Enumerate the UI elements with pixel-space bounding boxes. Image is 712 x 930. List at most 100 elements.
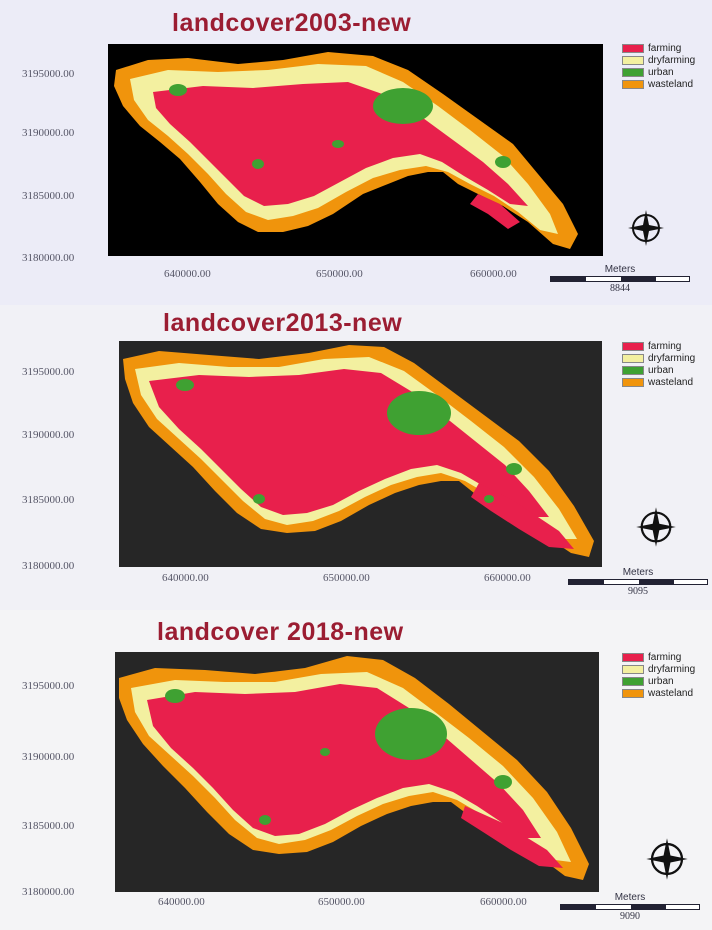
x-tick-label: 640000.00 xyxy=(164,268,211,280)
urban-patch xyxy=(506,463,522,475)
x-tick-label: 640000.00 xyxy=(162,572,209,584)
scale-value: 8844 xyxy=(610,283,630,294)
farming-patch xyxy=(470,194,520,229)
landcover-map xyxy=(108,44,603,256)
legend-item: farming xyxy=(622,652,695,663)
legend-label: farming xyxy=(648,341,682,352)
legend-label: dryfarming xyxy=(648,664,696,675)
legend-label: wasteland xyxy=(648,377,694,388)
scale-unit: Meters xyxy=(604,264,636,275)
urban-region xyxy=(387,391,451,435)
x-tick-label: 660000.00 xyxy=(470,268,517,280)
map-panel-2003: landcover2003-new 3195000.00 3190000.00 … xyxy=(0,0,712,305)
y-tick-label: 3185000.00 xyxy=(22,190,75,202)
x-tick-label: 650000.00 xyxy=(318,896,365,908)
scale-value: 9090 xyxy=(620,911,640,922)
legend-swatch-urban xyxy=(622,68,644,77)
map-title: landcover 2018-new xyxy=(157,618,404,646)
legend-item: farming xyxy=(622,341,695,352)
urban-region xyxy=(373,88,433,124)
urban-patch xyxy=(495,156,511,168)
scale-unit: Meters xyxy=(614,892,646,903)
y-tick-label: 3180000.00 xyxy=(22,886,75,898)
legend-item: urban xyxy=(622,67,695,78)
map-title: landcover2003-new xyxy=(172,9,412,37)
farming-patch xyxy=(471,483,574,549)
legend-label: dryfarming xyxy=(648,353,696,364)
y-tick-label: 3195000.00 xyxy=(22,366,75,378)
legend-swatch-urban xyxy=(622,366,644,375)
map-canvas xyxy=(119,341,602,567)
legend-swatch-dryfarming xyxy=(622,665,644,674)
legend-label: farming xyxy=(648,652,682,663)
legend-label: wasteland xyxy=(648,688,694,699)
scale-bar-graphic xyxy=(568,579,708,585)
legend-label: dryfarming xyxy=(648,55,696,66)
scale-bar: Meters 9095 xyxy=(568,567,708,597)
legend-swatch-wasteland xyxy=(622,689,644,698)
legend-label: urban xyxy=(648,67,674,78)
legend-item: urban xyxy=(622,365,695,376)
legend-swatch-farming xyxy=(622,653,644,662)
y-tick-label: 3195000.00 xyxy=(22,68,75,80)
legend-swatch-dryfarming xyxy=(622,354,644,363)
legend-label: wasteland xyxy=(648,79,694,90)
map-panel-2018: landcover 2018-new 3195000.00 3190000.00… xyxy=(0,610,712,930)
x-tick-label: 650000.00 xyxy=(323,572,370,584)
x-tick-label: 650000.00 xyxy=(316,268,363,280)
urban-patch xyxy=(332,140,344,148)
legend-swatch-wasteland xyxy=(622,80,644,89)
legend-item: wasteland xyxy=(622,377,695,388)
y-tick-label: 3190000.00 xyxy=(22,127,75,139)
landcover-map xyxy=(115,652,599,892)
legend-item: dryfarming xyxy=(622,55,695,66)
map-title: landcover2013-new xyxy=(163,309,403,337)
legend: farming dryfarming urban wasteland xyxy=(622,652,695,700)
legend-swatch-farming xyxy=(622,44,644,53)
urban-patch xyxy=(165,689,185,703)
urban-patch xyxy=(484,495,494,503)
map-panel-2013: landcover2013-new 3195000.00 3190000.00 … xyxy=(0,305,712,610)
scale-bar-graphic xyxy=(550,276,690,282)
legend-item: dryfarming xyxy=(622,353,695,364)
scale-bar: Meters 8844 xyxy=(550,264,690,294)
scale-unit: Meters xyxy=(622,567,654,578)
y-tick-label: 3180000.00 xyxy=(22,560,75,572)
y-tick-label: 3180000.00 xyxy=(22,252,75,264)
north-arrow-icon xyxy=(634,505,678,554)
legend-item: dryfarming xyxy=(622,664,695,675)
y-tick-label: 3190000.00 xyxy=(22,429,75,441)
legend-swatch-farming xyxy=(622,342,644,351)
x-tick-label: 660000.00 xyxy=(480,896,527,908)
legend-item: wasteland xyxy=(622,79,695,90)
farming-patch xyxy=(461,806,563,868)
y-tick-label: 3190000.00 xyxy=(22,751,75,763)
landcover-map xyxy=(119,341,602,567)
y-tick-label: 3195000.00 xyxy=(22,680,75,692)
legend-swatch-wasteland xyxy=(622,378,644,387)
legend-label: farming xyxy=(648,43,682,54)
legend-item: urban xyxy=(622,676,695,687)
legend-swatch-urban xyxy=(622,677,644,686)
north-arrow-icon xyxy=(644,836,690,887)
urban-patch xyxy=(253,494,265,504)
x-tick-label: 640000.00 xyxy=(158,896,205,908)
urban-patch xyxy=(252,159,264,169)
scale-bar: Meters 9090 xyxy=(560,892,700,922)
legend-label: urban xyxy=(648,365,674,376)
legend-item: farming xyxy=(622,43,695,54)
urban-patch xyxy=(320,748,330,756)
urban-patch xyxy=(176,379,194,391)
map-canvas xyxy=(108,44,603,256)
scale-bar-graphic xyxy=(560,904,700,910)
urban-patch xyxy=(169,84,187,96)
scale-value: 9095 xyxy=(628,586,648,597)
legend: farming dryfarming urban wasteland xyxy=(622,341,695,389)
farming-region xyxy=(149,369,549,517)
y-tick-label: 3185000.00 xyxy=(22,820,75,832)
y-tick-label: 3185000.00 xyxy=(22,494,75,506)
urban-region xyxy=(375,708,447,760)
legend: farming dryfarming urban wasteland xyxy=(622,43,695,91)
legend-item: wasteland xyxy=(622,688,695,699)
legend-swatch-dryfarming xyxy=(622,56,644,65)
